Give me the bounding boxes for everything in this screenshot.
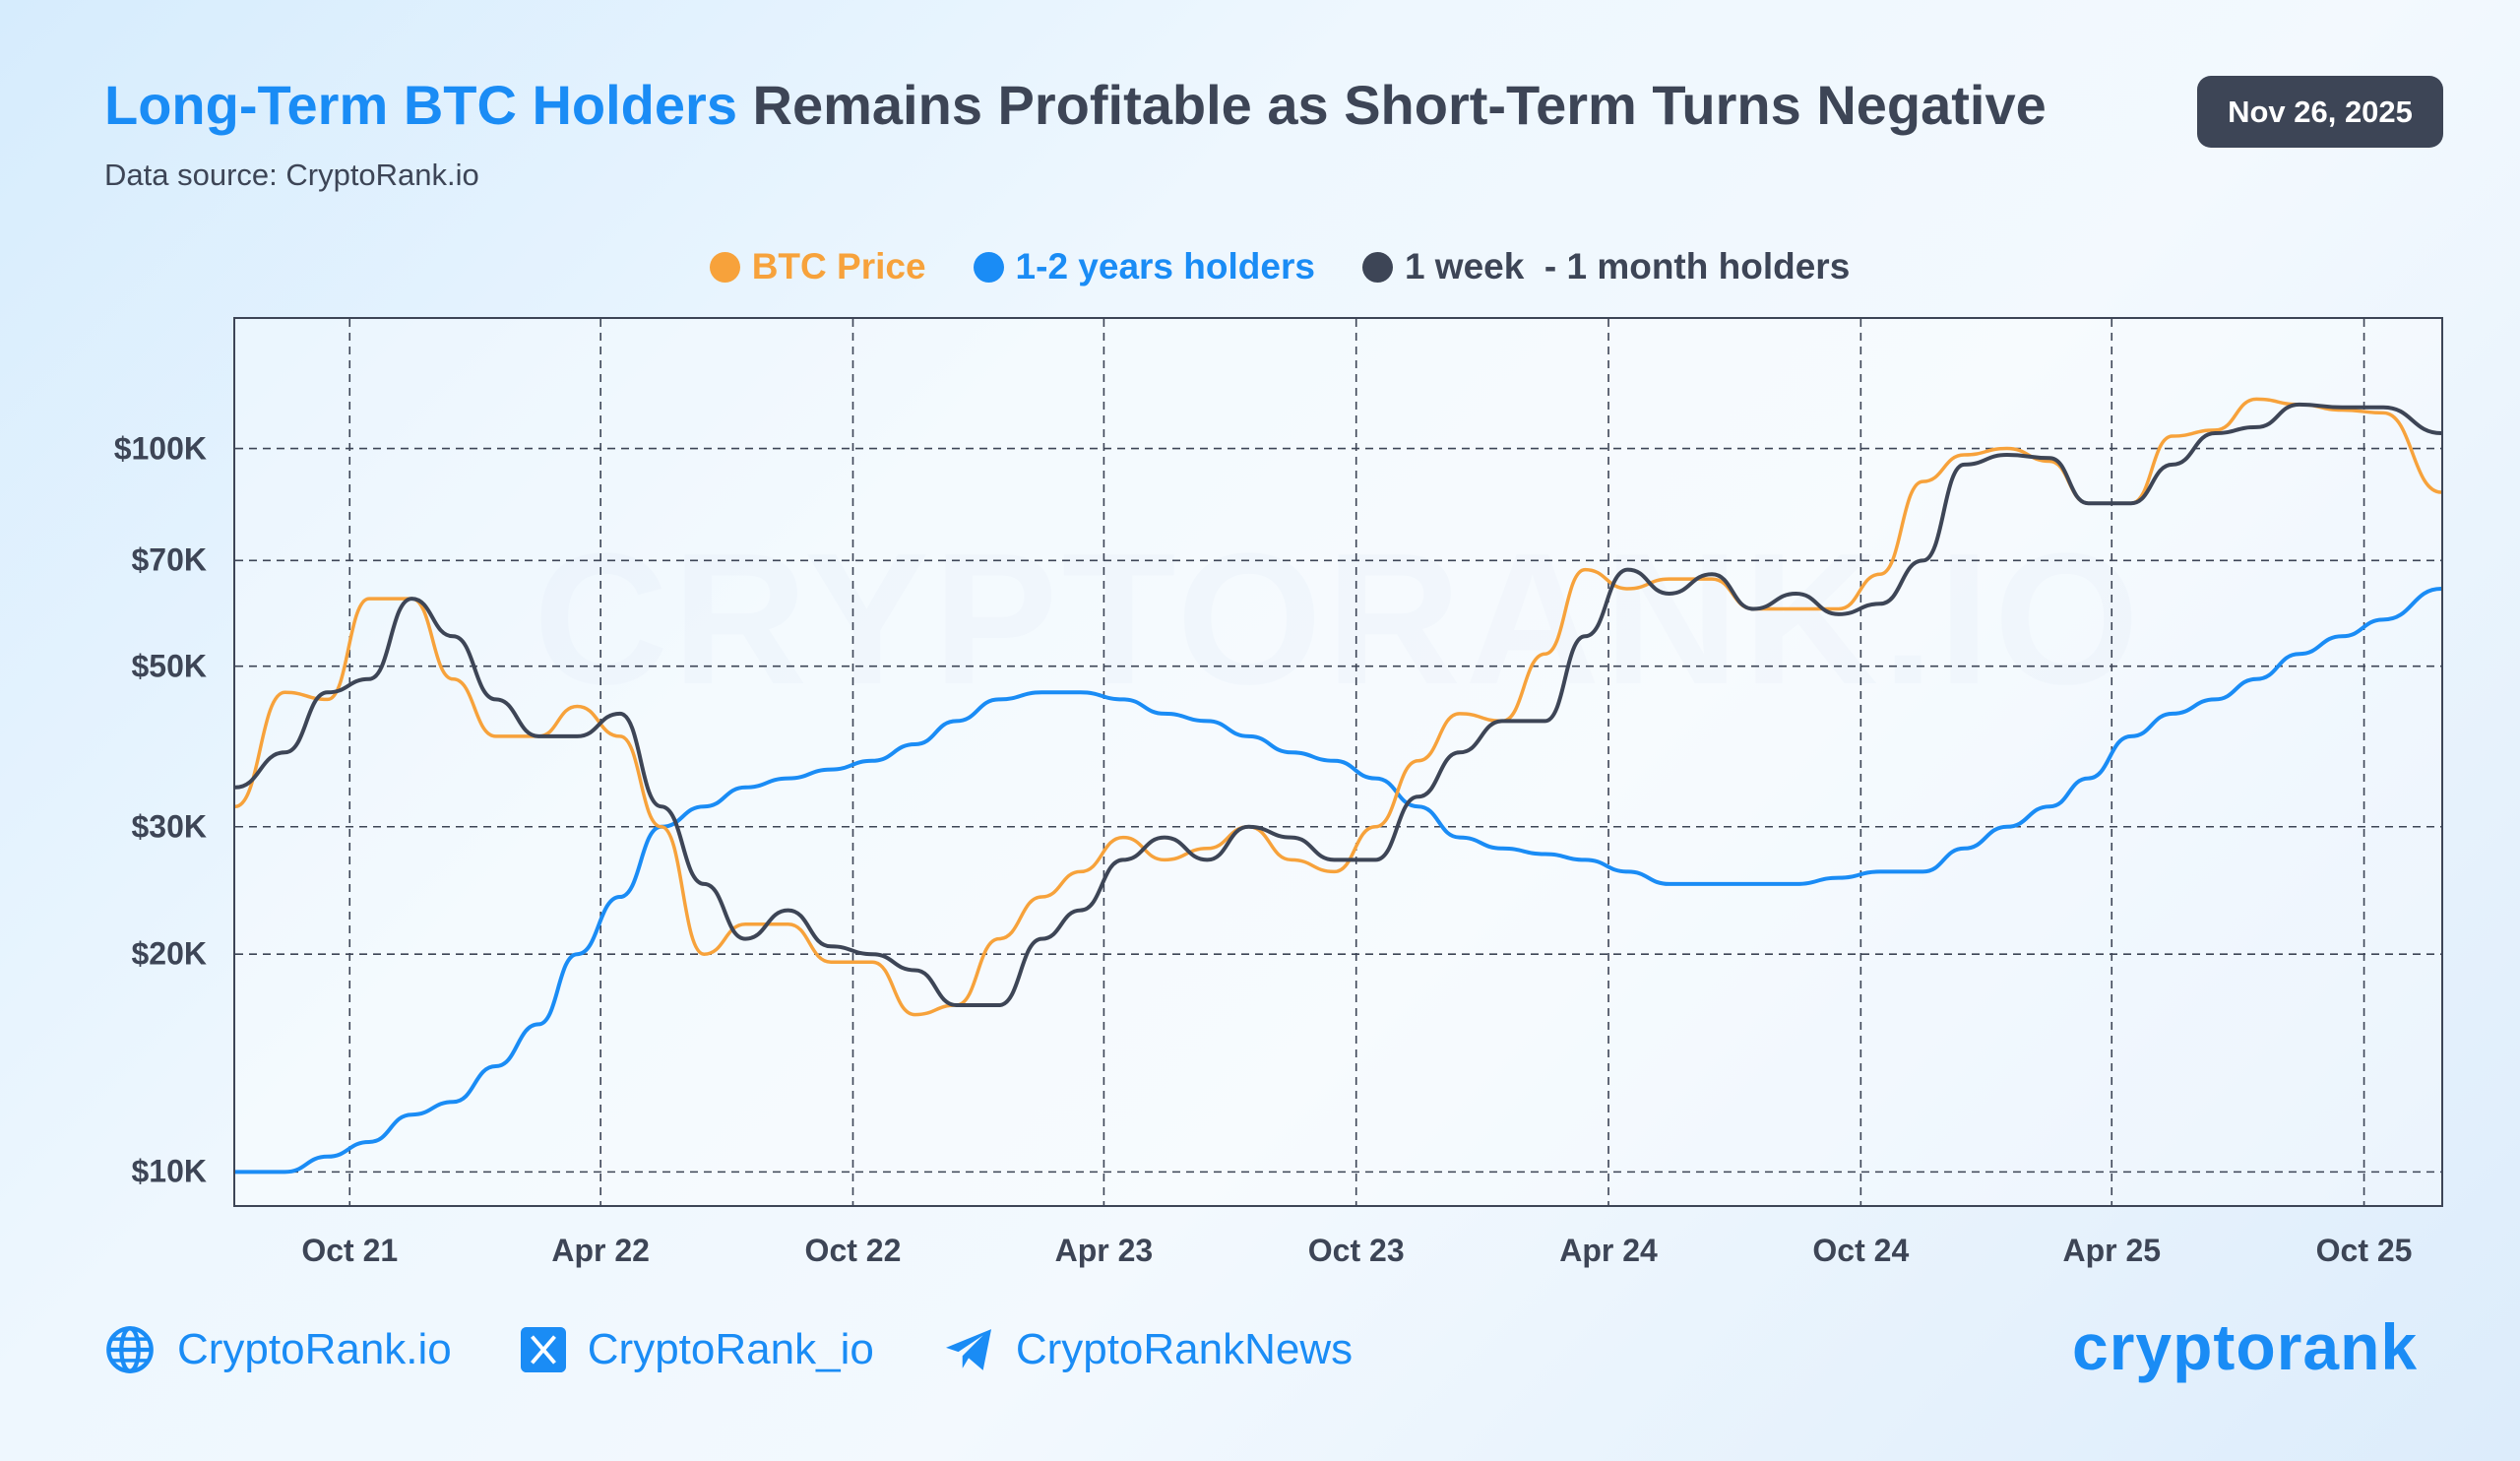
y-tick-label: $50K bbox=[131, 648, 208, 684]
website-link[interactable]: CryptoRank.io bbox=[177, 1325, 452, 1373]
x-tick-label: Apr 25 bbox=[2062, 1233, 2162, 1268]
legend-item: 1 week - 1 month holders bbox=[1361, 246, 1851, 287]
x-tick-label: Oct 23 bbox=[1307, 1233, 1405, 1268]
footer-website[interactable]: CryptoRank.io bbox=[104, 1324, 452, 1375]
legend-item: BTC Price bbox=[709, 246, 926, 287]
y-tick-label: $20K bbox=[131, 935, 208, 972]
watermark: CRYPTORANK.IO bbox=[533, 515, 2144, 724]
y-tick-label: $30K bbox=[131, 808, 208, 845]
title-highlight: Long-Term BTC Holders bbox=[104, 74, 737, 136]
y-tick-label: $70K bbox=[131, 541, 208, 578]
twitter-link[interactable]: CryptoRank_io bbox=[587, 1325, 874, 1373]
date-badge: Nov 26, 2025 bbox=[2197, 76, 2443, 148]
legend-dot-icon bbox=[709, 251, 740, 283]
footer-twitter[interactable]: CryptoRank_io bbox=[520, 1325, 874, 1374]
x-tick-label: Oct 22 bbox=[804, 1233, 902, 1268]
x-tick-label: Oct 25 bbox=[2315, 1233, 2413, 1268]
telegram-link[interactable]: CryptoRankNews bbox=[1015, 1325, 1354, 1373]
x-tick-label: Apr 22 bbox=[551, 1233, 650, 1268]
series-line-btc-price bbox=[235, 397, 2441, 1017]
legend-label: BTC Price bbox=[751, 246, 926, 286]
footer-links: CryptoRank.io CryptoRank_io CryptoRankNe… bbox=[104, 1324, 1353, 1375]
data-source: Data source: CryptoRank.io bbox=[104, 158, 479, 192]
title-rest: Remains Profitable as Short-Term Turns N… bbox=[736, 74, 2047, 136]
series-line-1-2-years-holders bbox=[235, 587, 2441, 1175]
telegram-icon bbox=[945, 1329, 991, 1370]
x-tick-label: Oct 24 bbox=[1812, 1233, 1910, 1268]
series-line-1-week-1-month-holders bbox=[235, 402, 2441, 1008]
x-icon bbox=[520, 1327, 566, 1372]
legend-dot-icon bbox=[1361, 251, 1393, 283]
x-tick-label: Apr 24 bbox=[1559, 1233, 1658, 1268]
page-title: Long-Term BTC Holders Remains Profitable… bbox=[104, 73, 2162, 137]
plot-area bbox=[233, 317, 2443, 1207]
legend-dot-icon bbox=[973, 251, 1004, 283]
y-tick-label: $100K bbox=[113, 430, 207, 467]
cryptorank-logo: cryptorank bbox=[2072, 1310, 2419, 1383]
globe-icon bbox=[106, 1326, 154, 1373]
legend-label: 1 week - 1 month holders bbox=[1404, 246, 1851, 286]
y-tick-label: $10K bbox=[131, 1153, 208, 1189]
legend-label: 1-2 years holders bbox=[1015, 246, 1315, 286]
x-tick-label: Apr 23 bbox=[1054, 1233, 1154, 1268]
legend: BTC Price 1-2 years holders 1 week - 1 mon… bbox=[0, 246, 2520, 287]
x-tick-label: Oct 21 bbox=[301, 1233, 399, 1268]
chart-svg bbox=[235, 319, 2441, 1205]
legend-item: 1-2 years holders bbox=[973, 246, 1315, 287]
footer-telegram[interactable]: CryptoRankNews bbox=[943, 1325, 1353, 1374]
